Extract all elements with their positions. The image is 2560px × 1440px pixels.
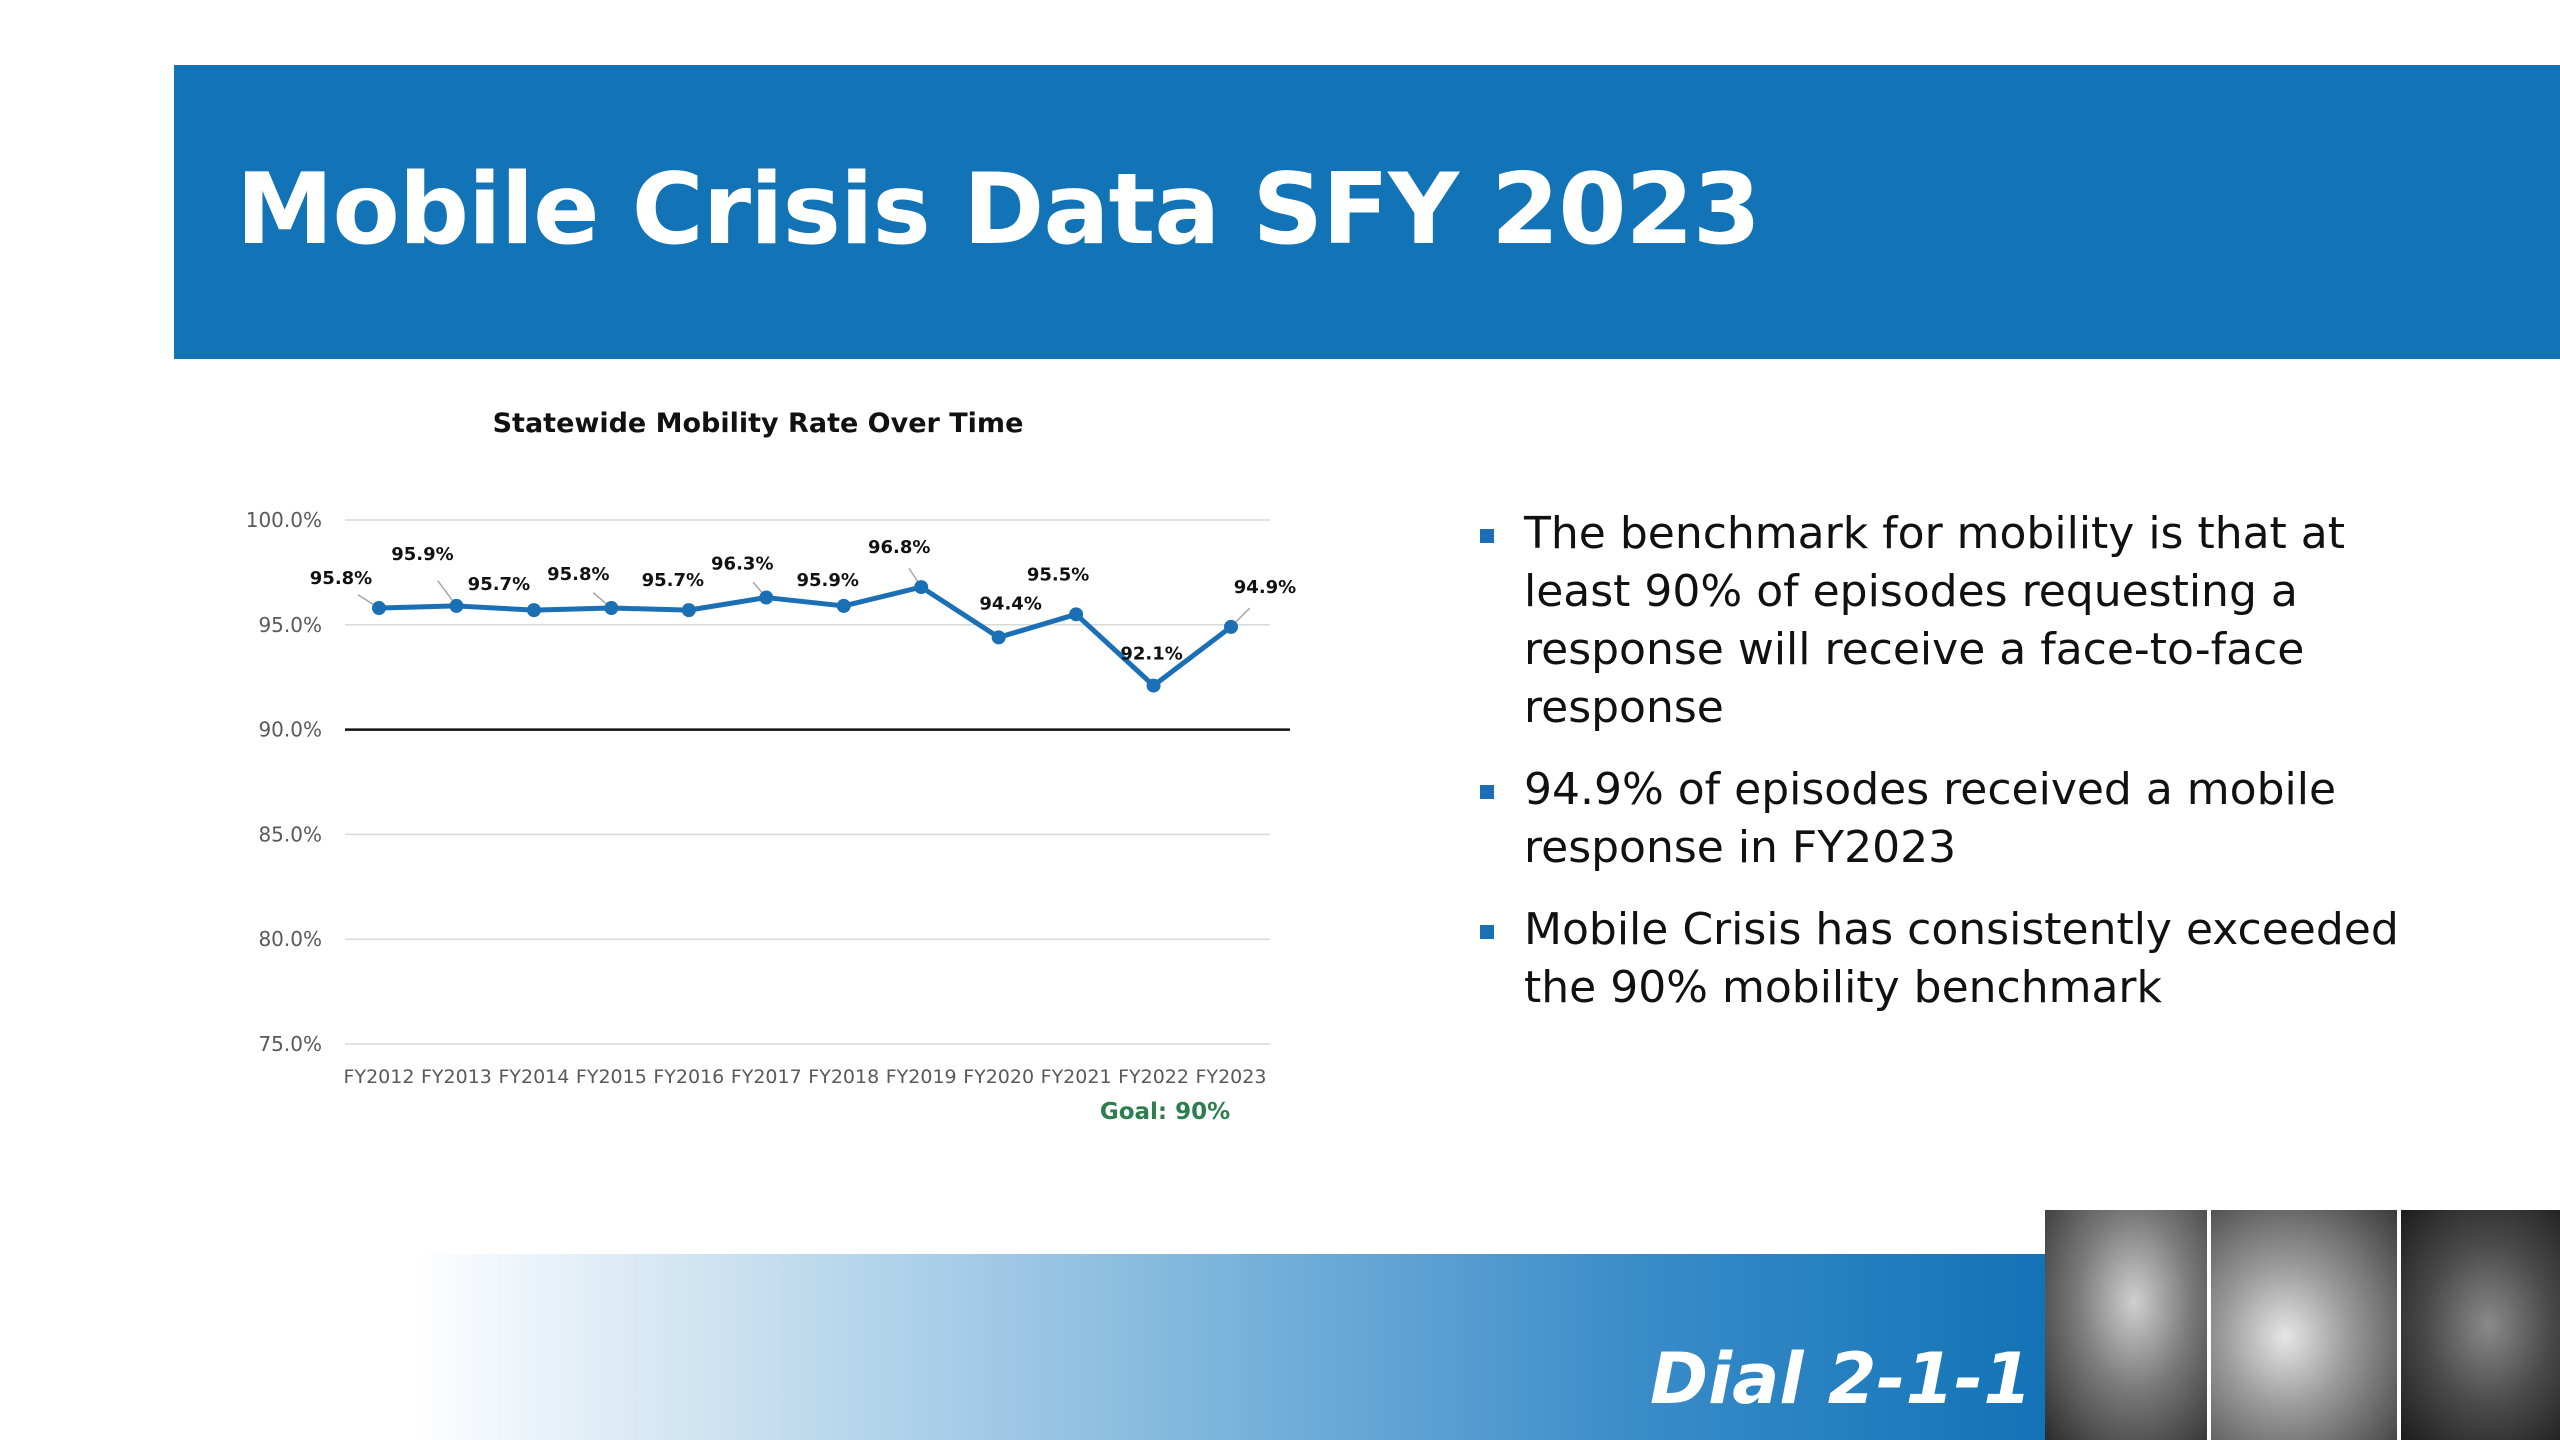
data-point xyxy=(372,601,386,616)
chart-svg: Statewide Mobility Rate Over Time 75.0% 80… xyxy=(246,408,1296,1125)
data-label: 95.8% xyxy=(547,564,609,585)
data-point xyxy=(1146,678,1161,693)
data-point xyxy=(836,598,851,613)
data-label: 92.1% xyxy=(1120,644,1182,665)
data-label: 95.9% xyxy=(391,544,453,565)
data-label: 95.7% xyxy=(642,570,704,591)
square-bullet-icon xyxy=(1480,925,1494,939)
x-tick-label: FY2019 xyxy=(886,1066,957,1088)
y-tick-label: 80.0% xyxy=(258,927,322,951)
data-label: 95.8% xyxy=(310,568,372,589)
x-tick-label: FY2014 xyxy=(498,1066,569,1088)
data-point xyxy=(1069,607,1084,622)
square-bullet-icon xyxy=(1480,529,1494,543)
data-point xyxy=(759,590,774,605)
footer-band xyxy=(0,1254,2045,1440)
y-tick-label: 100.0% xyxy=(246,508,322,532)
data-point xyxy=(681,603,696,618)
bullet-item-benchmark: The benchmark for mobility is that at le… xyxy=(1478,505,2418,737)
data-point xyxy=(604,601,619,616)
x-tick-label: FY2018 xyxy=(808,1066,879,1088)
slide-title: Mobile Crisis Data SFY 2023 xyxy=(236,153,1761,267)
x-tick-label: FY2012 xyxy=(344,1066,415,1088)
chart-title: Statewide Mobility Rate Over Time xyxy=(493,408,1024,439)
data-label: 95.7% xyxy=(468,574,530,595)
y-tick-label: 75.0% xyxy=(258,1032,322,1056)
photo-teen-hand-on-head xyxy=(2045,1210,2207,1440)
x-tick-label: FY2015 xyxy=(576,1066,647,1088)
x-tick-label: FY2016 xyxy=(653,1066,724,1088)
y-tick-label: 95.0% xyxy=(258,613,322,637)
x-tick-label: FY2021 xyxy=(1041,1066,1112,1088)
bullet-list: The benchmark for mobility is that at le… xyxy=(1478,505,2418,1041)
data-point xyxy=(914,580,929,595)
bullet-text: The benchmark for mobility is that at le… xyxy=(1524,508,2346,733)
data-label: 94.9% xyxy=(1234,577,1296,598)
goal-label: Goal: 90% xyxy=(1100,1099,1230,1125)
photo-girl-looking-down xyxy=(2211,1210,2397,1440)
data-point xyxy=(1224,619,1238,634)
x-tick-label: FY2017 xyxy=(731,1066,802,1088)
y-tick-label: 90.0% xyxy=(258,718,322,742)
bullet-item-consistency: Mobile Crisis has consistently exceeded … xyxy=(1478,901,2418,1017)
data-label: 95.9% xyxy=(797,570,859,591)
square-bullet-icon xyxy=(1480,785,1494,799)
dial-211-text: Dial 2-1-1 xyxy=(1650,1338,2032,1420)
photo-boy-worried xyxy=(2401,1210,2560,1440)
data-point xyxy=(526,603,541,618)
y-tick-label: 85.0% xyxy=(258,822,322,846)
bullet-item-fy2023: 94.9% of episodes received a mobile resp… xyxy=(1478,761,2418,877)
data-point xyxy=(991,630,1006,645)
bullet-text: 94.9% of episodes received a mobile resp… xyxy=(1524,764,2337,873)
bullet-text: Mobile Crisis has consistently exceeded … xyxy=(1524,904,2399,1013)
x-tick-label: FY2022 xyxy=(1118,1066,1189,1088)
mobility-chart: Statewide Mobility Rate Over Time 75.0% 80… xyxy=(220,390,1360,1150)
x-tick-label: FY2020 xyxy=(963,1066,1034,1088)
data-label: 95.5% xyxy=(1027,564,1089,585)
title-banner: Mobile Crisis Data SFY 2023 xyxy=(174,65,2560,359)
data-label: 94.4% xyxy=(979,593,1041,614)
series-line xyxy=(378,584,1233,689)
x-tick-label: FY2023 xyxy=(1196,1066,1267,1088)
data-label: 96.8% xyxy=(868,537,930,558)
data-point xyxy=(449,598,464,613)
x-tick-label: FY2013 xyxy=(421,1066,492,1088)
photo-strip xyxy=(2045,1210,2560,1440)
data-label: 96.3% xyxy=(711,554,773,575)
